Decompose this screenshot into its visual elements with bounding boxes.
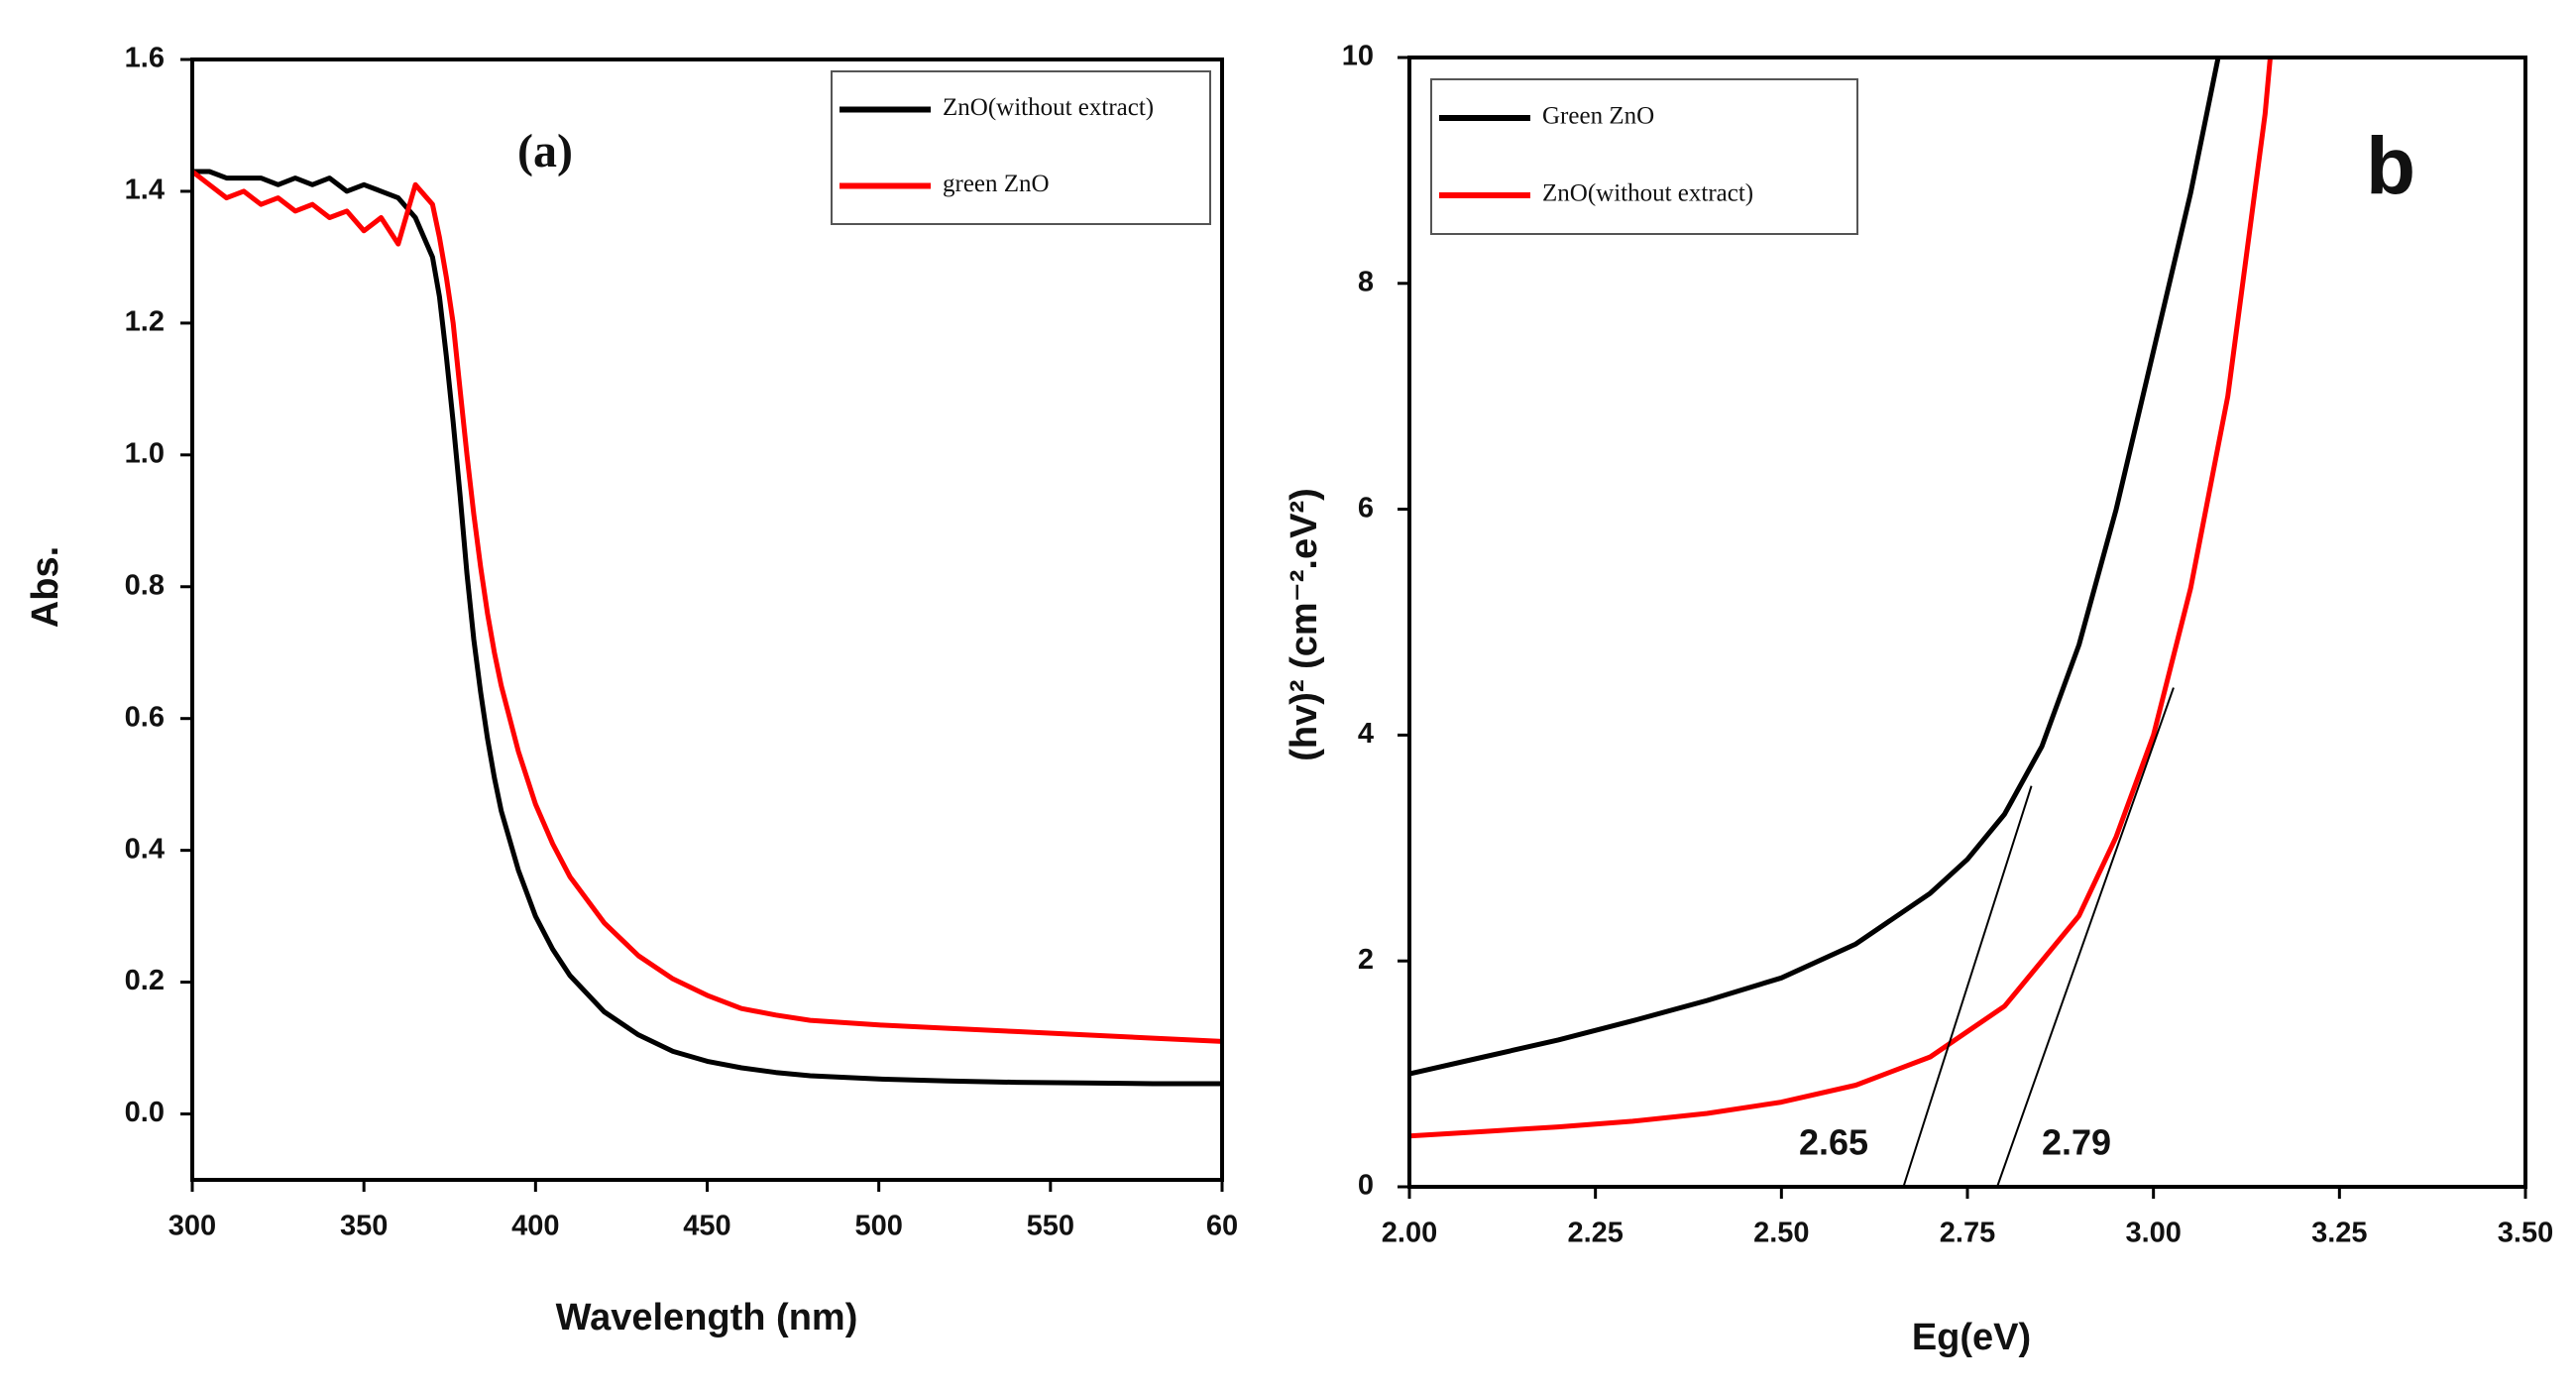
x-tick-label: 500 bbox=[854, 1211, 902, 1242]
tangent-line bbox=[1996, 687, 2175, 1188]
y-tick-label: 10 bbox=[1342, 41, 1374, 72]
y-tick-label: 1.6 bbox=[125, 43, 165, 74]
x-tick-label: 550 bbox=[1027, 1211, 1074, 1242]
x-tick-label: 2.25 bbox=[1567, 1218, 1623, 1249]
x-tick-label: 2.75 bbox=[1940, 1218, 1995, 1249]
annotation: 2.65 bbox=[1799, 1122, 1868, 1163]
y-axis-title: Abs. bbox=[25, 546, 66, 628]
y-tick-label: 0 bbox=[1358, 1170, 1374, 1202]
annotation: b bbox=[2366, 122, 2415, 212]
annotation: (a) bbox=[517, 125, 573, 177]
y-tick-label: 0.4 bbox=[125, 833, 165, 865]
y-axis-title: (hv)² (cm⁻².eV²) bbox=[1284, 488, 1325, 761]
legend-label: ZnO(without extract) bbox=[943, 94, 1154, 121]
series-line bbox=[192, 170, 1222, 1044]
x-tick-label: 350 bbox=[340, 1211, 388, 1242]
series-line bbox=[1409, 58, 2273, 1139]
x-tick-label: 450 bbox=[683, 1211, 730, 1242]
x-tick-label: 60 bbox=[1206, 1211, 1238, 1242]
legend-box bbox=[1430, 78, 1858, 235]
x-axis-title: Wavelength (nm) bbox=[556, 1297, 858, 1338]
y-tick-label: 0.0 bbox=[125, 1097, 165, 1128]
x-tick-label: 400 bbox=[511, 1211, 559, 1242]
legend-label: green ZnO bbox=[943, 171, 1050, 197]
y-tick-label: 1.0 bbox=[125, 437, 165, 469]
x-tick-label: 3.00 bbox=[2125, 1218, 2181, 1249]
y-tick-label: 0.8 bbox=[125, 569, 165, 601]
legend-label: Green ZnO bbox=[1542, 103, 1654, 130]
y-tick-label: 1.2 bbox=[125, 306, 165, 338]
x-tick-label: 3.50 bbox=[2498, 1218, 2553, 1249]
x-tick-label: 300 bbox=[168, 1211, 216, 1242]
legend-box bbox=[831, 70, 1211, 225]
x-tick-label: 2.50 bbox=[1753, 1218, 1809, 1249]
y-tick-label: 6 bbox=[1358, 492, 1374, 524]
y-tick-label: 2 bbox=[1358, 944, 1374, 976]
y-tick-label: 0.2 bbox=[125, 965, 165, 996]
legend-label: ZnO(without extract) bbox=[1542, 180, 1753, 207]
plot-frame bbox=[1407, 56, 2527, 1189]
x-tick-label: 3.25 bbox=[2311, 1218, 2367, 1249]
y-tick-label: 1.4 bbox=[125, 174, 165, 206]
x-axis-title: Eg(eV) bbox=[1912, 1317, 2031, 1358]
plot-frame bbox=[190, 58, 1224, 1182]
series-line bbox=[1409, 58, 2221, 1077]
y-tick-label: 4 bbox=[1358, 718, 1374, 750]
y-tick-label: 8 bbox=[1358, 266, 1374, 297]
tangent-line bbox=[1902, 785, 2033, 1188]
series-line bbox=[192, 169, 1222, 1087]
annotation: 2.79 bbox=[2042, 1122, 2111, 1163]
y-tick-label: 0.6 bbox=[125, 701, 165, 733]
x-tick-label: 2.00 bbox=[1382, 1218, 1437, 1249]
